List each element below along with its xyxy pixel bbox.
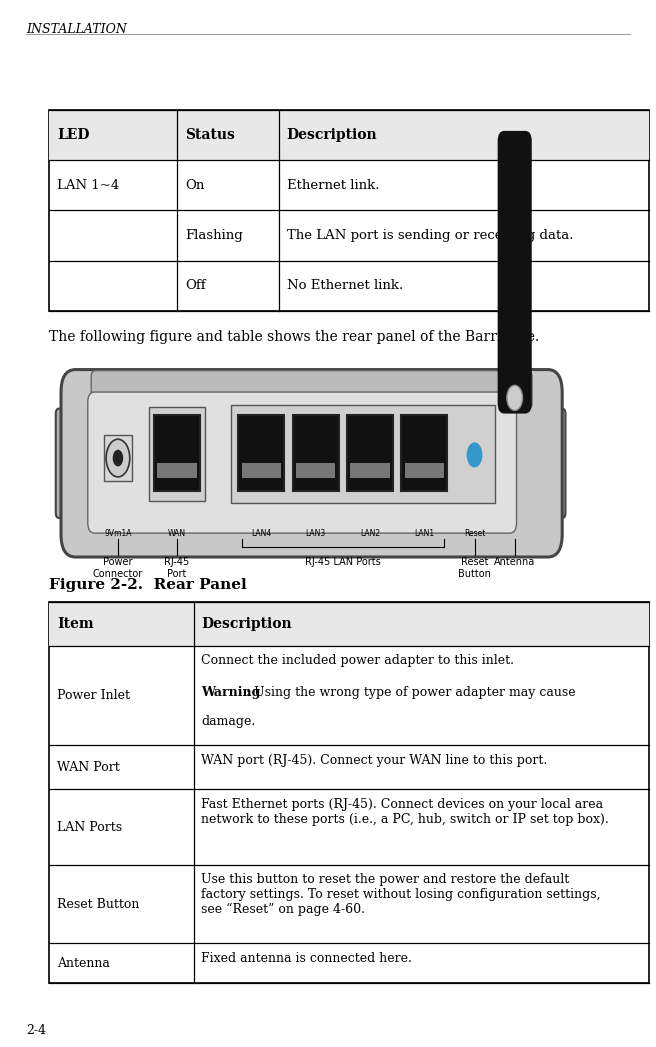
Text: LED: LED <box>57 128 90 142</box>
Bar <box>154 416 200 490</box>
Text: Antenna: Antenna <box>57 957 110 970</box>
Text: Figure 2-2.  Rear Panel: Figure 2-2. Rear Panel <box>49 578 247 592</box>
Bar <box>49 602 649 646</box>
Text: 2-4: 2-4 <box>26 1024 46 1037</box>
Text: LAN3: LAN3 <box>306 529 326 538</box>
Text: : Using the wrong type of power adapter may cause: : Using the wrong type of power adapter … <box>246 686 575 698</box>
Text: Fast Ethernet ports (RJ-45). Connect devices on your local area
network to these: Fast Ethernet ports (RJ-45). Connect dev… <box>201 798 609 826</box>
Text: Ethernet link.: Ethernet link. <box>287 179 379 192</box>
Text: Description: Description <box>287 128 377 142</box>
Text: The following figure and table shows the rear panel of the Barricade.: The following figure and table shows the… <box>49 330 539 343</box>
FancyBboxPatch shape <box>539 408 565 518</box>
Text: LAN 1~4: LAN 1~4 <box>57 179 119 192</box>
Text: Reset Button: Reset Button <box>57 897 140 911</box>
Text: Use this button to reset the power and restore the default
factory settings. To : Use this button to reset the power and r… <box>201 873 601 916</box>
Bar <box>157 463 197 477</box>
Text: LAN Ports: LAN Ports <box>57 821 122 833</box>
Bar <box>238 416 284 490</box>
Bar <box>350 463 390 477</box>
Bar <box>401 416 447 490</box>
Circle shape <box>106 440 130 477</box>
FancyBboxPatch shape <box>88 392 516 533</box>
Text: Reset: Reset <box>464 529 485 538</box>
Text: Reset
Button: Reset Button <box>458 557 491 579</box>
Text: LAN4: LAN4 <box>251 529 272 538</box>
Text: Connect the included power adapter to this inlet.: Connect the included power adapter to th… <box>201 654 514 667</box>
Text: Antenna: Antenna <box>494 557 535 567</box>
Circle shape <box>507 385 523 410</box>
Text: WAN: WAN <box>168 529 186 538</box>
Bar <box>293 416 338 490</box>
Text: Item: Item <box>57 617 94 631</box>
Bar <box>230 405 495 504</box>
Text: The LAN port is sending or receiving data.: The LAN port is sending or receiving dat… <box>287 229 573 242</box>
Text: Description: Description <box>201 617 292 631</box>
Text: Power Inlet: Power Inlet <box>57 689 130 703</box>
Bar <box>49 602 649 983</box>
Bar <box>149 407 205 502</box>
Bar <box>104 435 133 482</box>
Text: INSTALLATION: INSTALLATION <box>26 23 127 36</box>
Bar <box>296 463 335 477</box>
FancyBboxPatch shape <box>91 371 532 409</box>
Text: WAN Port: WAN Port <box>57 761 120 774</box>
Text: Fixed antenna is connected here.: Fixed antenna is connected here. <box>201 952 412 964</box>
Text: RJ-45
Port: RJ-45 Port <box>165 557 190 579</box>
Bar <box>49 110 649 311</box>
Text: 9Vm1A: 9Vm1A <box>104 529 132 538</box>
Bar <box>49 110 649 160</box>
Text: RJ-45 LAN Ports: RJ-45 LAN Ports <box>305 557 380 567</box>
Circle shape <box>113 450 123 467</box>
Bar <box>241 463 281 477</box>
Bar <box>347 416 393 490</box>
FancyBboxPatch shape <box>56 408 82 518</box>
Text: Flashing: Flashing <box>185 229 243 242</box>
Text: Power
Connector: Power Connector <box>92 557 143 579</box>
Text: Warning: Warning <box>201 686 261 698</box>
Text: Status: Status <box>185 128 235 142</box>
FancyBboxPatch shape <box>498 131 532 414</box>
Text: Off: Off <box>185 280 205 292</box>
Text: LAN2: LAN2 <box>360 529 380 538</box>
Text: damage.: damage. <box>201 715 256 728</box>
Bar <box>405 463 444 477</box>
Text: WAN port (RJ-45). Connect your WAN line to this port.: WAN port (RJ-45). Connect your WAN line … <box>201 754 548 766</box>
Circle shape <box>466 443 482 467</box>
Text: On: On <box>185 179 205 192</box>
FancyBboxPatch shape <box>61 370 562 557</box>
Text: No Ethernet link.: No Ethernet link. <box>287 280 403 292</box>
Text: LAN1: LAN1 <box>414 529 434 538</box>
